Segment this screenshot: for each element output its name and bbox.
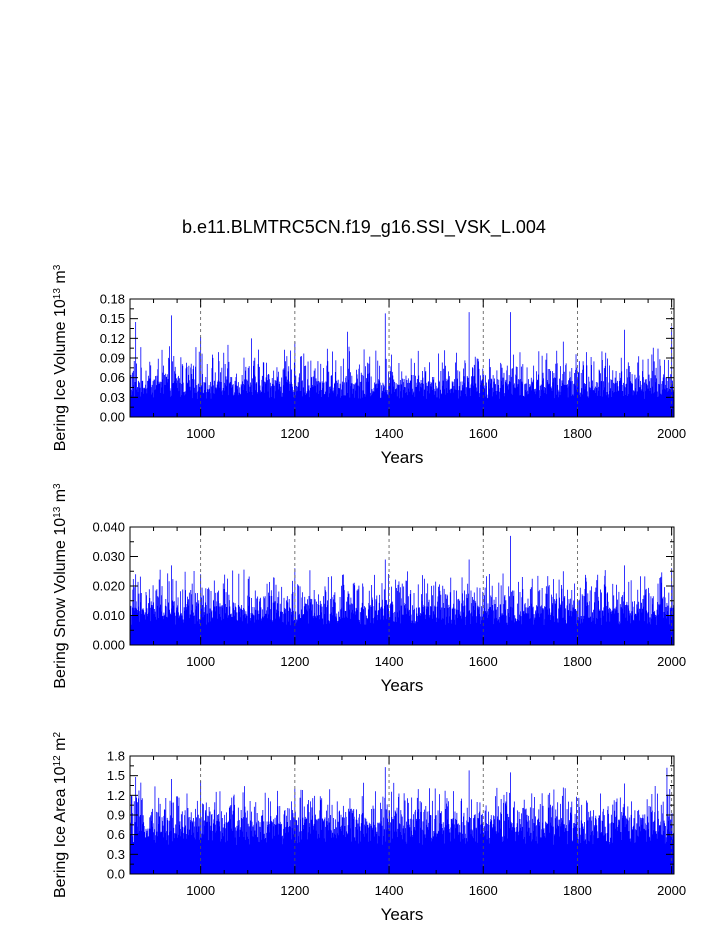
x-tick-label-3: 1600	[469, 654, 498, 669]
y-tick-label-3: 0.030	[92, 549, 125, 564]
y-tick-label-0: 0.00	[100, 410, 125, 425]
y-tick-label-5: 1.5	[107, 768, 125, 783]
panels: 1000 1200 1400 1600 1800 20000.000.030.060.09…	[52, 264, 687, 924]
x-axis-label: Years	[381, 676, 424, 695]
y-label-unit-base: m	[52, 270, 69, 288]
x-tick-label-5: 2000	[657, 426, 686, 441]
y-tick-label-1: 0.010	[92, 608, 125, 623]
x-tick-label-4: 1800	[563, 654, 592, 669]
y-tick-label-3: 0.9	[107, 808, 125, 823]
y-axis-label: Bering Snow Volume 1013 m3	[52, 483, 70, 689]
y-tick-label-2: 0.020	[92, 579, 125, 594]
x-tick-label-5: 2000	[657, 654, 686, 669]
y-label-name: Bering Snow Volume	[52, 536, 69, 689]
y-tick-label-1: 0.03	[100, 390, 125, 405]
y-label-scale-base: 10	[52, 518, 69, 536]
y-axis-label: Bering Ice Area 1012 m2	[52, 732, 70, 899]
x-tick-label-1: 1200	[280, 426, 309, 441]
y-label-scale-base: 10	[52, 299, 69, 317]
y-label-scale-exp: 12	[52, 755, 63, 767]
y-tick-label-0: 0.0	[107, 867, 125, 882]
y-label-scale-exp: 13	[52, 506, 63, 518]
x-tick-label-3: 1600	[469, 883, 498, 898]
y-label-unit-exp: 2	[52, 732, 63, 738]
y-axis-label: Bering Ice Volume 1013 m3	[52, 264, 70, 451]
y-tick-label-0: 0.000	[92, 638, 125, 653]
x-tick-label-1: 1200	[280, 883, 309, 898]
x-tick-label-0: 1000	[186, 426, 215, 441]
x-tick-label-0: 1000	[186, 883, 215, 898]
y-tick-label-3: 0.09	[100, 351, 125, 366]
y-label-name: Bering Ice Volume	[52, 317, 69, 451]
x-axis-label: Years	[381, 905, 424, 924]
x-tick-label-4: 1800	[563, 883, 592, 898]
y-tick-label-2: 0.06	[100, 370, 125, 385]
y-tick-label-6: 0.18	[100, 292, 125, 307]
y-label-name: Bering Ice Area	[52, 784, 69, 898]
chart-panel-2: 1000 1200 1400 1600 1800 2000 0.000 0.010 0.020 0…	[52, 483, 687, 695]
y-tick-label-6: 1.8	[107, 749, 125, 764]
x-tick-label-1: 1200	[280, 654, 309, 669]
x-tick-label-0: 1000	[186, 654, 215, 669]
data-series-bars	[129, 767, 675, 874]
figure-title: b.e11.BLMTRC5CN.f19_g16.SSI_VSK_L.004	[182, 217, 546, 238]
y-label-scale-base: 10	[52, 766, 69, 784]
y-tick-label-2: 0.6	[107, 827, 125, 842]
x-tick-label-3: 1600	[469, 426, 498, 441]
x-tick-label-2: 1400	[375, 883, 404, 898]
y-label-unit-exp: 3	[52, 264, 63, 270]
y-label-unit-base: m	[52, 489, 69, 507]
chart-panel-1: 1000 1200 1400 1600 1800 2000 0.00 0.03 0.06 0.09…	[52, 264, 687, 467]
y-tick-label-4: 1.2	[107, 788, 125, 803]
y-label-unit-base: m	[52, 738, 69, 756]
y-tick-label-1: 0.3	[107, 847, 125, 862]
y-tick-label-5: 0.15	[100, 311, 125, 326]
data-series-bars	[129, 312, 675, 417]
x-tick-label-2: 1400	[375, 426, 404, 441]
x-tick-label-2: 1400	[375, 654, 404, 669]
x-axis-label: Years	[381, 448, 424, 467]
x-tick-label-4: 1800	[563, 426, 592, 441]
chart-panel-3: 1000 1200 1400 1600 1800 2000 0.0 0.3 0.6 0.9 1.2 1…	[52, 732, 687, 924]
y-label-scale-exp: 13	[52, 288, 63, 300]
y-tick-label-4: 0.040	[92, 520, 125, 535]
y-tick-label-4: 0.12	[100, 331, 125, 346]
data-series-bars	[129, 535, 675, 645]
y-label-unit-exp: 3	[52, 483, 63, 489]
x-tick-label-5: 2000	[657, 883, 686, 898]
